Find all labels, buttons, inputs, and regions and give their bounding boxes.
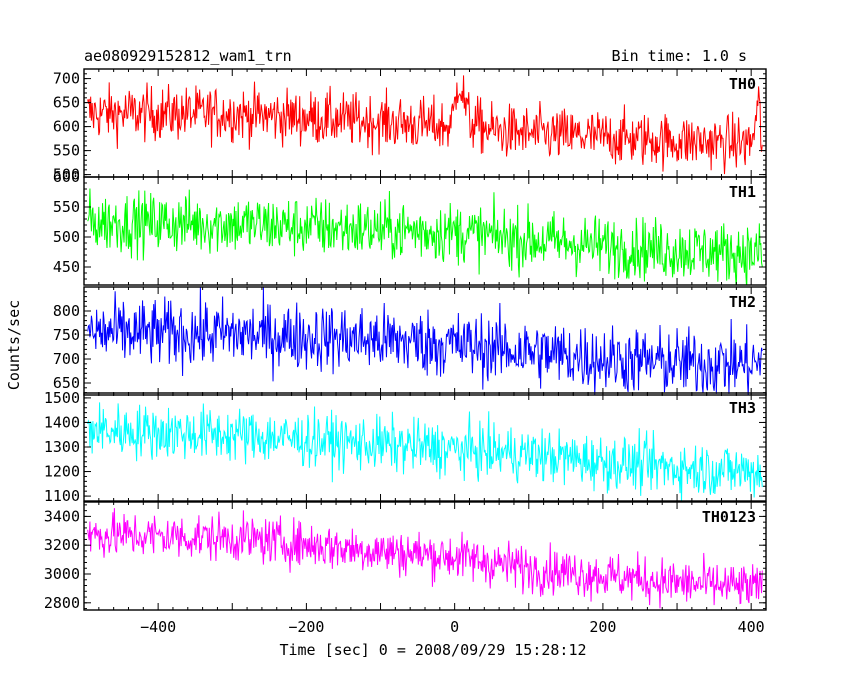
y-tick-label: 550 — [53, 198, 80, 216]
series-label-th2: TH2 — [729, 293, 756, 311]
y-tick-label: 1200 — [44, 463, 80, 481]
y-tick-label: 1400 — [44, 413, 80, 431]
y-tick-label: 700 — [53, 350, 80, 368]
y-tick-label: 800 — [53, 302, 80, 320]
bin-time-label: Bin time: 1.0 s — [612, 47, 747, 65]
y-tick-label: 700 — [53, 70, 80, 88]
y-tick-label: 3200 — [44, 536, 80, 554]
y-tick-label: 750 — [53, 326, 80, 344]
series-line-th0123 — [87, 508, 763, 609]
y-tick-label: 550 — [53, 142, 80, 160]
y-tick-label: 1500 — [44, 389, 80, 407]
panel-th0123: 2800 3000 3200 3400 TH0123 — [44, 501, 767, 612]
series-line-th0 — [87, 75, 763, 175]
x-axis-label: Time [sec] 0 = 2008/09/29 15:28:12 — [279, 641, 586, 659]
x-tick-label: 400 — [738, 618, 765, 636]
y-axis-label: Counts/sec — [5, 300, 23, 390]
panel-frame — [83, 501, 767, 611]
series-line-th3 — [87, 402, 763, 501]
y-tick-label: 650 — [53, 374, 80, 392]
x-tick-label: −200 — [288, 618, 324, 636]
plot-title: ae080929152812_wam1_trn — [84, 47, 292, 65]
y-tick-label: 3000 — [44, 565, 80, 583]
x-tick-label: 0 — [450, 618, 459, 636]
x-tick-label: −400 — [140, 618, 176, 636]
y-tick-label: 500 — [53, 228, 80, 246]
panels: 500 550 600 650 700 TH0 450 500 550 600 TH1 650 700 7… — [44, 68, 767, 636]
series-line-th1 — [87, 188, 763, 285]
y-tick-label: 650 — [53, 94, 80, 112]
y-tick-label: 600 — [53, 118, 80, 136]
y-tick-label: 2800 — [44, 594, 80, 612]
y-tick-label: 600 — [53, 168, 80, 186]
panel-th0: 500 550 600 650 700 TH0 — [53, 68, 767, 184]
y-tick-label: 500 — [53, 166, 80, 184]
y-tick-label: 450 — [53, 258, 80, 276]
panel-th2: 650 700 750 800 TH2 — [53, 286, 767, 396]
series-label-th1: TH1 — [729, 183, 756, 201]
y-tick-label: 1300 — [44, 438, 80, 456]
x-tick-label: 200 — [589, 618, 616, 636]
series-label-th0123: TH0123 — [702, 508, 756, 526]
panel-th3: 1100 1200 1300 1400 1500 TH3 — [44, 389, 767, 505]
y-tick-label: 3400 — [44, 507, 80, 525]
series-label-th0: TH0 — [729, 75, 756, 93]
panel-th1: 450 500 550 600 TH1 — [53, 168, 767, 286]
y-tick-label: 1100 — [44, 487, 80, 505]
series-line-th2 — [87, 287, 763, 395]
series-label-th3: TH3 — [729, 399, 756, 417]
